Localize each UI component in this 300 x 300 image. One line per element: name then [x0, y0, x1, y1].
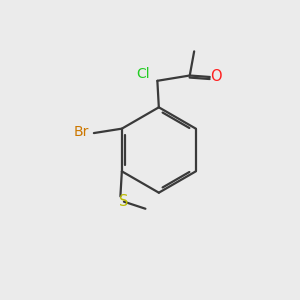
Text: S: S — [119, 194, 129, 209]
Text: Cl: Cl — [136, 67, 150, 81]
Text: Br: Br — [74, 124, 89, 139]
Text: O: O — [210, 70, 221, 85]
